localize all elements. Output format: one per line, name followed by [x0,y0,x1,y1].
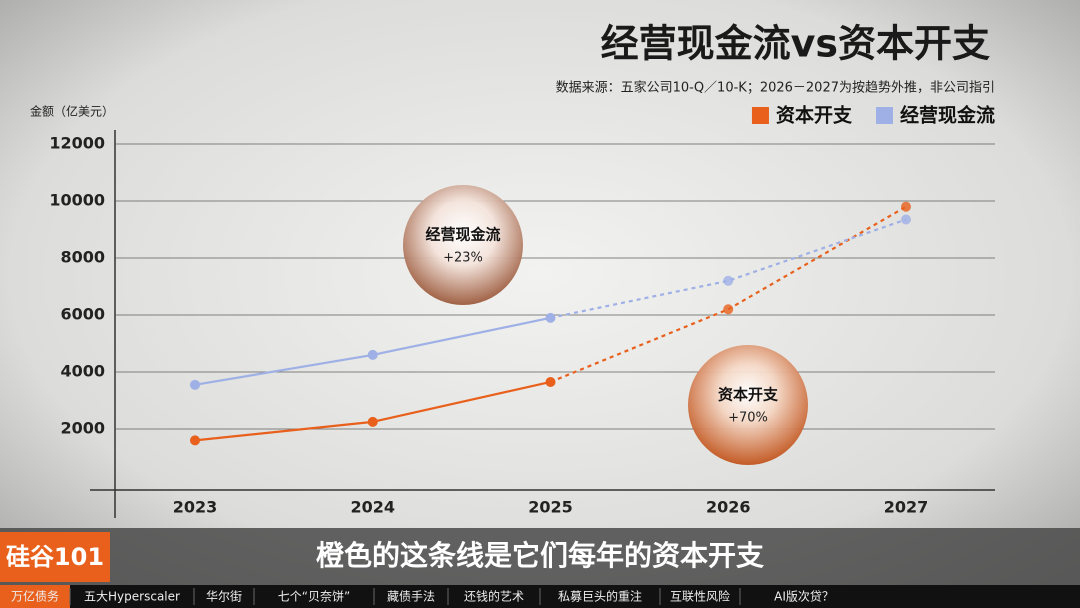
y-axis-label: 金额（亿美元） [30,104,114,119]
legend-swatch [875,107,893,124]
annotation-title: 资本开支 [718,386,779,404]
data-point [901,201,911,212]
forecast-line [550,218,907,319]
annotation-title: 经营现金流 [425,226,500,244]
annotation-bubble [688,345,808,465]
annotation-detail: +70% [728,411,768,426]
x-tick-label: 2026 [706,498,751,517]
data-point [190,379,200,390]
data-point [190,435,200,446]
data-point [901,214,911,225]
caption-bar [0,528,1080,585]
logo: 硅谷101 [6,543,104,571]
legend-swatch [751,107,769,124]
nav-item[interactable]: 还钱的艺术 [464,589,524,604]
y-tick-label: 10000 [49,191,105,210]
y-tick-label: 8000 [60,248,105,267]
x-tick-label: 2025 [528,498,573,517]
y-tick-label: 12000 [49,134,105,153]
data-point [723,275,734,286]
logo-box [0,532,110,582]
x-tick-label: 2024 [350,498,395,517]
nav-item[interactable]: 私募巨头的重注 [558,589,642,604]
nav-item[interactable]: 藏债手法 [387,590,435,604]
data-point [723,304,734,315]
nav-item[interactable]: 互联性风险 [670,589,730,604]
data-point [545,376,556,387]
chart-subtitle: 数据来源：五家公司10-Q／10-K；2026－2027为按趋势外推，非公司指引 [556,80,995,96]
legend-label: 经营现金流 [900,104,995,127]
chart-title: 经营现金流vs资本开支 [601,22,990,66]
nav-item[interactable]: 五大Hyperscaler [84,590,180,604]
annotation-detail: +23% [443,251,483,266]
nav-active [0,585,70,608]
nav-item[interactable]: 万亿债务 [11,589,59,604]
data-point [367,416,378,427]
data-point [367,349,378,360]
legend-label: 资本开支 [776,104,853,127]
y-tick-label: 6000 [60,305,105,324]
x-tick-label: 2027 [884,498,929,517]
x-tick-label: 2023 [173,498,218,517]
y-tick-label: 4000 [60,362,105,381]
nav-item[interactable]: 七个“贝奈饼” [278,590,350,604]
annotation-bubble [403,185,523,305]
nav-item[interactable]: AI版次贷？ [774,590,834,604]
y-tick-label: 2000 [60,419,105,438]
caption: 橙色的这条线是它们每年的资本开支 [316,539,764,572]
nav-item[interactable]: 华尔街 [206,589,242,604]
data-point [545,312,556,323]
